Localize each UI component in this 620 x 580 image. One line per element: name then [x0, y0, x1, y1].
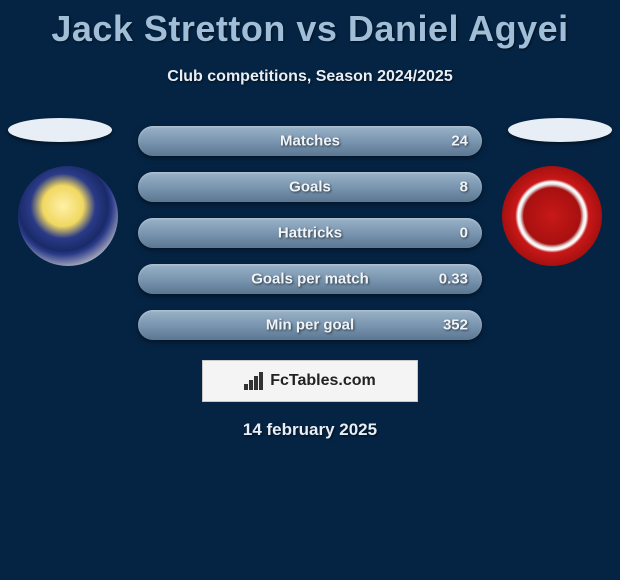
content-area: Matches 24 Goals 8 Hattricks 0 Goals per… — [0, 126, 620, 440]
stat-bar: Goals 8 — [138, 172, 482, 202]
date-label: 14 february 2025 — [0, 420, 620, 440]
stat-value: 24 — [451, 133, 468, 150]
stat-value: 0.33 — [439, 271, 468, 288]
comparison-title: Jack Stretton vs Daniel Agyei — [0, 0, 620, 50]
stat-bars: Matches 24 Goals 8 Hattricks 0 Goals per… — [138, 126, 482, 340]
left-club-badge — [18, 166, 118, 266]
stat-bar: Min per goal 352 — [138, 310, 482, 340]
left-oval-decoration — [8, 118, 112, 142]
stat-value: 0 — [460, 225, 468, 242]
stat-label: Matches — [280, 133, 340, 150]
stat-bar: Hattricks 0 — [138, 218, 482, 248]
stat-value: 352 — [443, 317, 468, 334]
bar-chart-icon — [244, 372, 266, 390]
right-oval-decoration — [508, 118, 612, 142]
right-club-badge — [502, 166, 602, 266]
stat-label: Hattricks — [278, 225, 342, 242]
brand-attribution[interactable]: FcTables.com — [202, 360, 418, 402]
stat-bar: Goals per match 0.33 — [138, 264, 482, 294]
stat-bar: Matches 24 — [138, 126, 482, 156]
stat-label: Min per goal — [266, 317, 354, 334]
stat-value: 8 — [460, 179, 468, 196]
stat-label: Goals — [289, 179, 331, 196]
season-subtitle: Club competitions, Season 2024/2025 — [0, 68, 620, 86]
stat-label: Goals per match — [251, 271, 369, 288]
brand-name: FcTables.com — [270, 372, 376, 390]
